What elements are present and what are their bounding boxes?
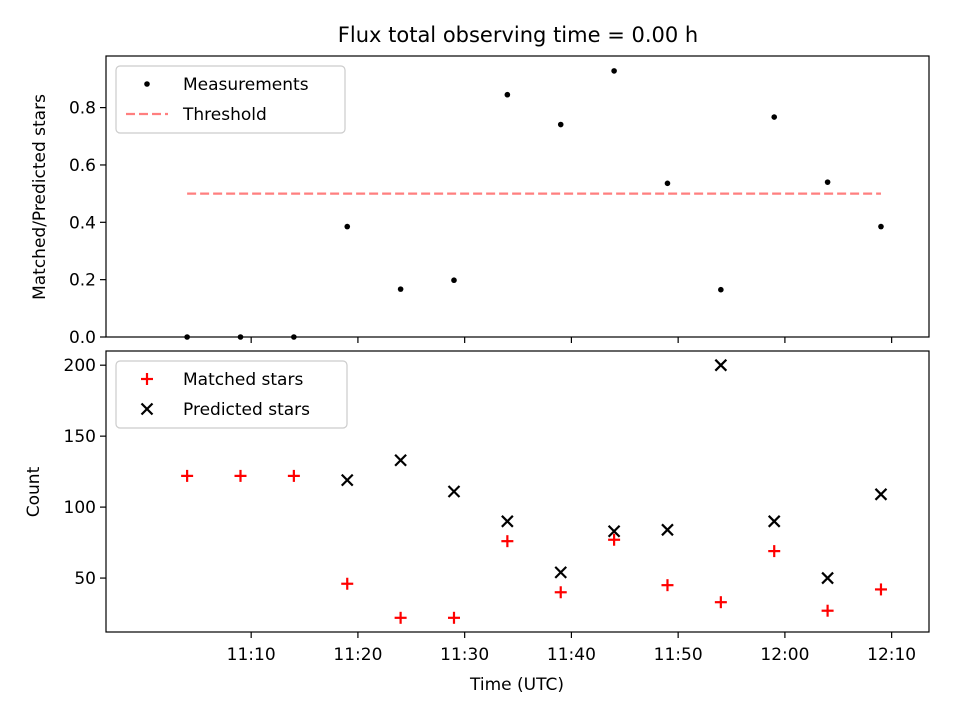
- matched-star-points: [181, 469, 887, 624]
- ratio-y-ticks: 0.0 0.2 0.4 0.6 0.8: [69, 99, 106, 348]
- measurement-point: [664, 180, 671, 187]
- predicted-star-point: [874, 488, 888, 501]
- matched-star-point: [821, 604, 834, 617]
- matched-star-point: [661, 579, 674, 592]
- ratio-axes-frame: [105, 55, 930, 338]
- matched-star-point: [447, 611, 460, 624]
- count-y-tick-label: 100: [64, 498, 96, 518]
- ratio-y-tick-label: 0.2: [69, 271, 96, 291]
- ratio-y-tick-label: 0.0: [69, 328, 96, 348]
- count-y-tick-label: 150: [64, 427, 96, 447]
- legend-threshold-label: Threshold: [182, 105, 267, 125]
- matched-star-point: [341, 577, 354, 590]
- predicted-star-point: [714, 358, 728, 372]
- matched-star-point: [608, 533, 621, 546]
- measurement-point: [451, 277, 457, 284]
- legend-matched-marker: [141, 373, 153, 385]
- matched-star-point: [768, 545, 781, 558]
- predicted-star-point: [447, 485, 461, 498]
- measurement-point: [344, 223, 351, 230]
- count-y-tick-label: 200: [64, 356, 96, 376]
- ratio-y-tick-label: 0.4: [69, 213, 96, 233]
- measurement-point: [771, 114, 778, 120]
- count-panel: 50 100 150 200 11:10 11:20 11:30 11:40 11:50 12:…: [24, 350, 930, 695]
- count-y-ticks: 50 100 150 200: [64, 356, 106, 589]
- count-x-ticks: 11:10 11:20 11:30 11:40 11:50 12:00 12:10: [227, 632, 916, 665]
- ratio-y-axis-label: Matched/Predicted stars: [30, 94, 50, 300]
- predicted-star-point: [821, 571, 834, 585]
- count-axes-frame: [105, 350, 930, 633]
- measurement-point: [557, 121, 564, 128]
- matched-star-point: [554, 586, 567, 599]
- x-tick-label: 11:30: [440, 645, 489, 665]
- ratio-panel: Flux total observing time = 0.00 h 0.00.…: [30, 23, 930, 348]
- measurement-points: [184, 68, 884, 340]
- matched-star-point: [394, 611, 407, 624]
- x-tick-label: 11:10: [227, 645, 276, 665]
- chart-title: Flux total observing time = 0.00 h: [338, 23, 698, 47]
- predicted-star-point: [501, 515, 514, 528]
- measurement-point: [504, 91, 511, 98]
- measurement-point: [878, 223, 884, 230]
- measurement-point: [718, 286, 724, 293]
- legend-measurement-marker: [144, 81, 150, 87]
- ratio-legend: Measurements Threshold: [115, 65, 346, 134]
- predicted-star-point: [340, 473, 354, 487]
- matched-star-point: [714, 596, 727, 609]
- count-legend: Matched stars Predicted stars: [115, 360, 348, 429]
- predicted-star-point: [767, 515, 781, 528]
- x-tick-label: 12:10: [867, 645, 916, 665]
- ratio-legend-box: [115, 65, 346, 134]
- ratio-x-ticks: [250, 337, 893, 343]
- ratio-y-tick-label: 0.6: [69, 156, 96, 176]
- matched-star-point: [234, 469, 247, 482]
- x-tick-label: 11:20: [333, 645, 382, 665]
- x-tick-label: 11:40: [547, 645, 596, 665]
- x-tick-label: 11:50: [654, 645, 703, 665]
- legend-predicted-label: Predicted stars: [183, 400, 310, 420]
- ratio-y-tick-label: 0.8: [69, 99, 96, 119]
- matched-star-point: [874, 583, 887, 596]
- count-y-axis-label: Count: [24, 466, 44, 517]
- measurement-point: [611, 68, 617, 74]
- legend-measurements-label: Measurements: [183, 75, 309, 95]
- count-legend-box: [115, 360, 348, 429]
- legend-predicted-marker: [140, 402, 154, 416]
- legend-matched-plus: [141, 373, 153, 385]
- x-axis-label: Time (UTC): [469, 675, 564, 695]
- count-y-tick-label: 50: [74, 569, 96, 589]
- x-tick-label: 12:00: [760, 645, 809, 665]
- measurement-point: [824, 179, 831, 185]
- predicted-star-point: [661, 523, 674, 537]
- measurement-point: [397, 286, 404, 292]
- predicted-star-point: [607, 524, 621, 538]
- matched-star-point: [181, 469, 194, 482]
- predicted-star-point: [554, 566, 568, 579]
- legend-matched-label: Matched stars: [183, 370, 303, 390]
- predicted-star-point: [394, 453, 407, 467]
- matched-star-point: [287, 469, 300, 482]
- matched-star-point: [501, 535, 514, 548]
- predicted-star-points: [340, 358, 888, 585]
- legend-predicted-x: [140, 402, 154, 416]
